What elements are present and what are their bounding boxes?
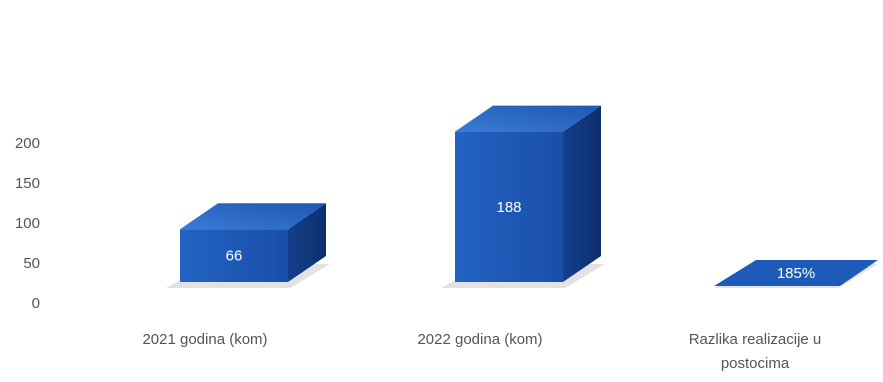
bar-side: [288, 203, 326, 282]
bar-1: 66: [166, 203, 330, 288]
y-axis: 0 50 100 150 200: [15, 135, 40, 312]
x-category-label-1: 2021 godina (kom): [142, 331, 267, 348]
y-tick-label-200: 200: [15, 135, 40, 152]
y-tick-label-0: 0: [32, 295, 40, 312]
y-tick-label-150: 150: [15, 175, 40, 192]
x-axis: 2021 godina (kom) 2022 godina (kom) Razlik…: [142, 331, 821, 372]
y-tick-label-50: 50: [23, 255, 40, 272]
bar-flat: [714, 260, 878, 286]
bar-top: [455, 105, 601, 132]
bar-3: 185%: [714, 260, 878, 288]
bar-top: [180, 203, 326, 230]
data-label-2: 188: [496, 199, 521, 216]
bars-group: 66 188 185%: [166, 105, 878, 288]
bar-front: [455, 131, 563, 282]
x-category-label-2: 2022 godina (kom): [417, 331, 542, 348]
y-tick-label-100: 100: [15, 215, 40, 232]
data-label-3: 185%: [777, 265, 815, 282]
bar-side: [563, 105, 601, 282]
bar-front: [180, 229, 288, 282]
bar-2: 188: [441, 105, 605, 288]
x-category-label-3: Razlika realizacije u postocima: [689, 331, 822, 372]
data-label-1: 66: [226, 248, 243, 265]
